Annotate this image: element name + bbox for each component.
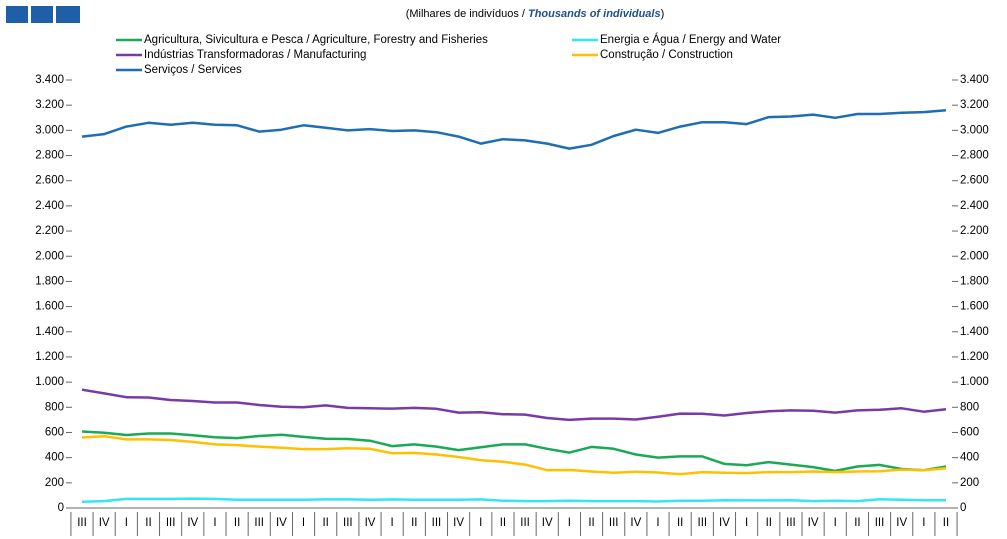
x-tick-label: III <box>432 517 442 529</box>
x-tick-label: II <box>411 517 417 529</box>
legend-label: Indústrias Transformadoras / Manufacturi… <box>144 49 366 61</box>
logo-block <box>6 6 28 23</box>
x-tick-label: I <box>745 517 748 529</box>
x-tick-label: II <box>588 517 594 529</box>
y2-tick-label: 0 <box>960 502 966 514</box>
x-tick-label: III <box>786 517 796 529</box>
y-tick-label: 2.200 <box>35 225 64 237</box>
y2-tick-label: 1.600 <box>960 301 989 313</box>
x-tick-label: IV <box>808 517 819 529</box>
y-tick-label: 600 <box>45 427 64 439</box>
x-tick-label: IV <box>187 517 198 529</box>
subtitle-part: (Milhares de indivíduos / <box>406 8 528 20</box>
y2-tick-label: 600 <box>960 427 979 439</box>
x-tick-label: IV <box>719 517 730 529</box>
y2-tick-label: 2.400 <box>960 200 989 212</box>
series-line <box>81 430 947 473</box>
x-tick-label: I <box>125 517 128 529</box>
x-tick-label: II <box>234 517 240 529</box>
y2-tick-label: 2.600 <box>960 175 989 187</box>
y-tick-label: 1.000 <box>35 376 64 388</box>
y2-tick-label: 1.800 <box>960 275 989 287</box>
y-tick-label: 800 <box>45 401 64 413</box>
series-line <box>81 388 947 422</box>
x-tick-label: III <box>254 517 264 529</box>
y2-tick-label: 2.200 <box>960 225 989 237</box>
series-line <box>81 434 947 476</box>
series-line <box>81 108 947 150</box>
x-tick-label: I <box>568 517 571 529</box>
x-tick-label: I <box>391 517 394 529</box>
subtitle-part: ) <box>661 8 665 20</box>
x-tick-label: IV <box>276 517 287 529</box>
x-tick-label: III <box>698 517 708 529</box>
y2-tick-label: 1.200 <box>960 351 989 363</box>
x-tick-label: II <box>145 517 151 529</box>
x-tick-label: IV <box>630 517 641 529</box>
y2-tick-label: 1.000 <box>960 376 989 388</box>
series-line <box>81 497 946 503</box>
x-tick-label: IV <box>896 517 907 529</box>
y2-tick-label: 3.400 <box>960 74 989 86</box>
x-tick-label: IV <box>542 517 553 529</box>
x-tick-label: III <box>609 517 619 529</box>
x-tick-label: IV <box>365 517 376 529</box>
x-tick-label: II <box>766 517 772 529</box>
y-tick-label: 1.200 <box>35 351 64 363</box>
legend-label: Energia e Água / Energy and Water <box>600 33 781 46</box>
y-tick-label: 400 <box>45 452 64 464</box>
legend-label: Serviços / Services <box>144 64 242 76</box>
x-tick-label: III <box>166 517 176 529</box>
x-tick-label: I <box>922 517 925 529</box>
y2-tick-label: 800 <box>960 401 979 413</box>
y-tick-label: 2.800 <box>35 150 64 162</box>
y-tick-label: 3.200 <box>35 99 64 111</box>
y2-tick-label: 2.800 <box>960 150 989 162</box>
y2-tick-label: 3.200 <box>960 99 989 111</box>
x-tick-label: II <box>500 517 506 529</box>
x-tick-label: II <box>854 517 860 529</box>
y2-tick-label: 400 <box>960 452 979 464</box>
x-tick-label: III <box>77 517 87 529</box>
y-tick-label: 200 <box>45 477 64 489</box>
x-tick-label: I <box>656 517 659 529</box>
chart-subtitle: (Milhares de indivíduos / Thousands of i… <box>406 8 665 20</box>
y-tick-label: 3.400 <box>35 74 64 86</box>
x-tick-label: II <box>677 517 683 529</box>
x-tick-label: I <box>834 517 837 529</box>
logo <box>6 6 80 23</box>
logo-block <box>56 6 80 23</box>
y-tick-label: 0 <box>58 502 64 514</box>
y-tick-label: 1.800 <box>35 275 64 287</box>
x-tick-label: I <box>213 517 216 529</box>
y-tick-label: 2.600 <box>35 175 64 187</box>
x-tick-label: II <box>322 517 328 529</box>
x-tick-label: I <box>479 517 482 529</box>
y-tick-label: 3.000 <box>35 124 64 136</box>
subtitle-part: Thousands of individuals <box>528 8 661 20</box>
x-tick-label: III <box>875 517 885 529</box>
y-tick-label: 2.000 <box>35 250 64 262</box>
legend-label: Construção / Construction <box>600 49 733 61</box>
y2-tick-label: 2.000 <box>960 250 989 262</box>
logo-block <box>31 6 53 23</box>
legend-label: Agricultura, Sivicultura e Pesca / Agric… <box>144 34 488 46</box>
y2-tick-label: 200 <box>960 477 979 489</box>
x-tick-label: IV <box>99 517 110 529</box>
x-tick-label: IV <box>453 517 464 529</box>
x-tick-label: II <box>943 517 949 529</box>
y2-tick-label: 3.000 <box>960 124 989 136</box>
y-tick-label: 1.600 <box>35 301 64 313</box>
x-tick-label: III <box>520 517 530 529</box>
y-tick-label: 1.400 <box>35 326 64 338</box>
y-tick-label: 2.400 <box>35 200 64 212</box>
x-tick-label: III <box>343 517 353 529</box>
y2-tick-label: 1.400 <box>960 326 989 338</box>
x-tick-label: I <box>302 517 305 529</box>
